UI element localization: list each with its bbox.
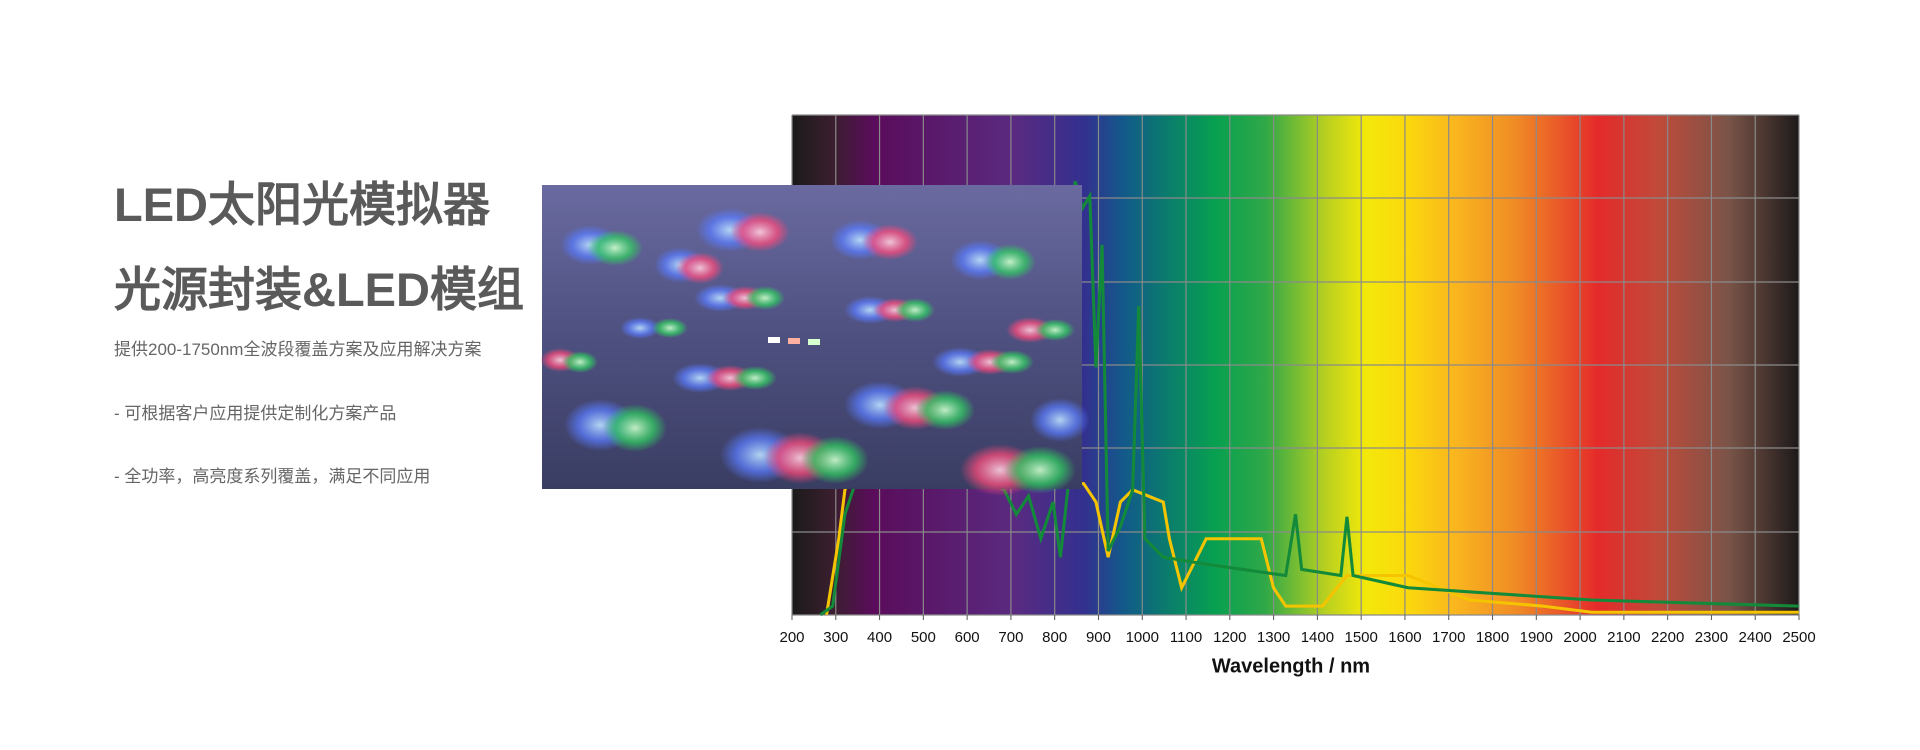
x-tick-label: 600 [955, 629, 980, 646]
x-tick-label: 2100 [1607, 629, 1640, 646]
x-tick-label: 1700 [1432, 629, 1465, 646]
x-tick-label: 1400 [1301, 629, 1334, 646]
x-tick-label: 1500 [1344, 629, 1377, 646]
x-tick-label: 500 [911, 629, 936, 646]
x-tick-label: 2400 [1739, 629, 1772, 646]
x-tick-label: 2200 [1651, 629, 1684, 646]
x-tick-label: 400 [867, 629, 892, 646]
x-tick-label: 1800 [1476, 629, 1509, 646]
x-tick-label: 2000 [1563, 629, 1596, 646]
description: 提供200-1750nm全波段覆盖方案及应用解决方案 [114, 340, 482, 359]
feature: - 可根据客户应用提供定制化方案产品 [114, 404, 397, 423]
feature: - 全功率，高亮度系列覆盖，满足不同应用 [114, 467, 431, 486]
x-tick-label: 700 [998, 629, 1023, 646]
x-tick-label: 900 [1086, 629, 1111, 646]
x-tick-label: 1200 [1213, 629, 1246, 646]
x-tick-label: 300 [823, 629, 848, 646]
x-tick-label: 2500 [1782, 629, 1815, 646]
led-photo [540, 185, 1090, 496]
x-axis-label: Wavelength / nm [1212, 655, 1370, 677]
x-tick-label: 1600 [1388, 629, 1421, 646]
x-tick-label: 1300 [1257, 629, 1290, 646]
x-tick-label: 800 [1042, 629, 1067, 646]
x-tick-label: 2300 [1695, 629, 1728, 646]
heading-line: 光源封装&LED模组 [114, 263, 524, 316]
x-tick-label: 1100 [1170, 629, 1202, 646]
x-tick-label: 1900 [1520, 629, 1553, 646]
x-tick-label: 1000 [1126, 629, 1159, 646]
x-tick-label: 200 [779, 629, 804, 646]
green-curve [819, 180, 1799, 616]
heading-line: LED太阳光模拟器 [114, 178, 490, 231]
